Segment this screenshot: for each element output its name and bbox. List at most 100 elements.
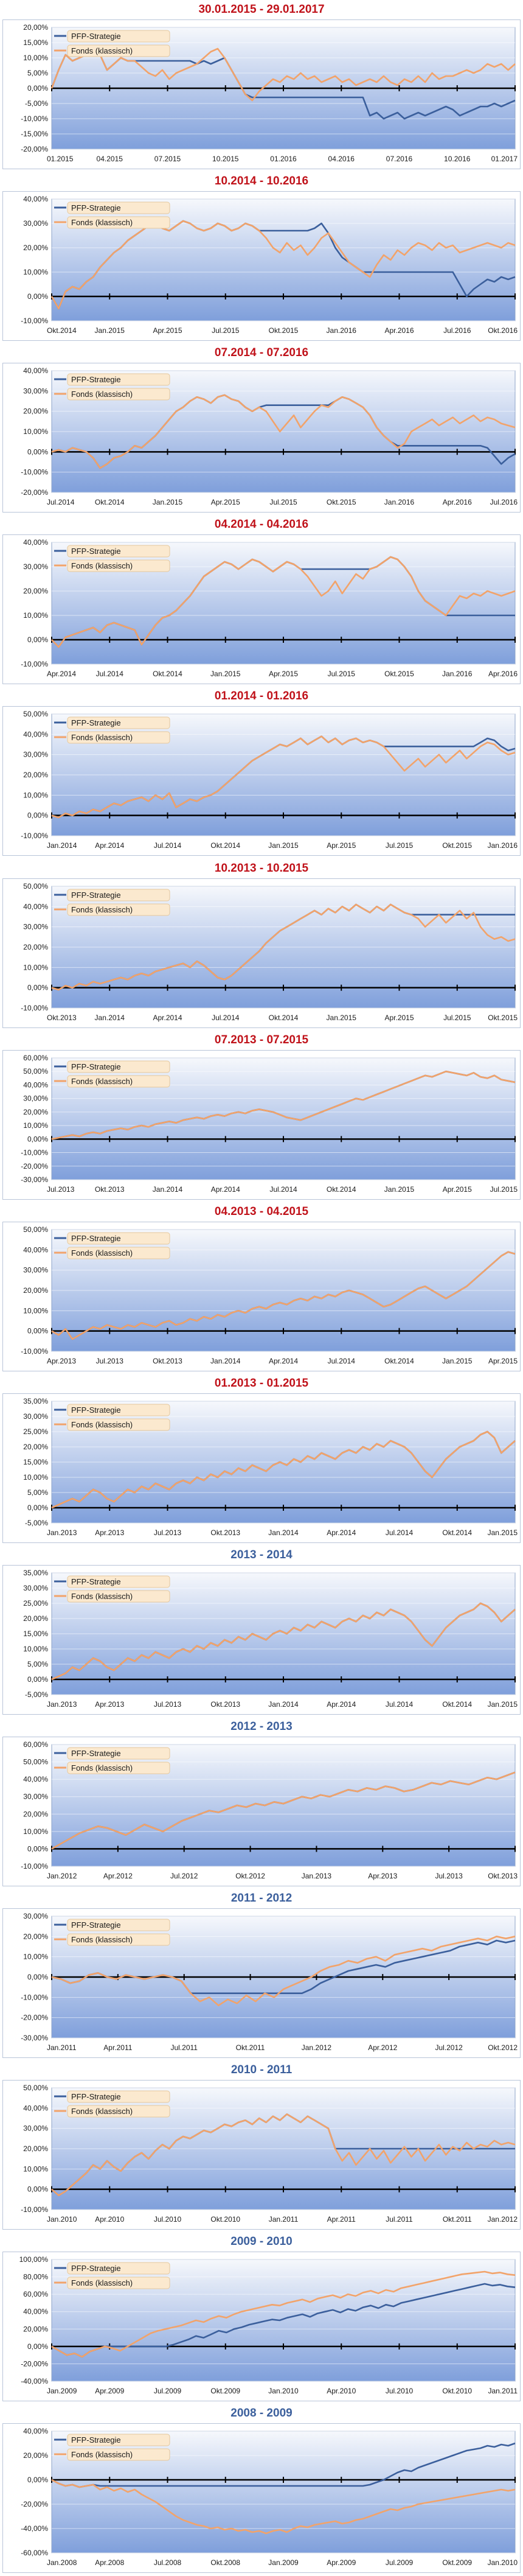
x-tick-label: Jan.2010 [488, 2558, 518, 2567]
x-tick-label: Apr.2015 [384, 1013, 414, 1022]
y-tick-label: 0,00% [27, 811, 48, 820]
y-tick-label: -5,00% [25, 1690, 48, 1699]
x-tick-label: Okt.2013 [153, 1357, 182, 1365]
y-tick-label: 10,00% [23, 1827, 48, 1836]
x-tick-label: Apr.2015 [488, 1357, 518, 1365]
x-tick-label: Apr.2014 [47, 670, 76, 678]
legend-strategy-label: PFP-Strategie [71, 718, 121, 727]
y-tick-label: 20,00% [23, 1932, 48, 1941]
y-tick-label: 40,00% [23, 1080, 48, 1089]
chart-panel: 10.2014 - 10.2016 40,00% 30,00% 20,00% 10,00… [2, 174, 521, 341]
fund-classic-line [51, 2479, 516, 2535]
x-tick-label: Jan.2012 [302, 2043, 332, 2052]
fund-classic-line [50, 220, 516, 310]
y-tick-label: 30,00% [23, 2124, 48, 2133]
chart-frame: 60,00% 50,00% 40,00% 30,00% 20,00% 10,00% 0,00… [2, 1050, 521, 1200]
chart-frame: 50,00% 40,00% 30,00% 20,00% 10,00% 0,00% -10,0… [2, 1222, 521, 1371]
x-tick-label: Apr.2014 [327, 1700, 356, 1709]
pfp-strategy-line [51, 2442, 516, 2488]
legend-strategy-label-bg [67, 889, 170, 901]
x-tick-label: Apr.2010 [95, 2215, 124, 2224]
legend-fund-label: Fonds (klassisch) [71, 1248, 133, 1258]
y-tick-label: 100,00% [19, 2255, 49, 2264]
chart-frame: 50,00% 40,00% 30,00% 20,00% 10,00% 0,00% -10,0… [2, 706, 521, 856]
x-tick-label: Jul.2014 [328, 1357, 356, 1365]
x-tick-label: Jan.2015 [153, 498, 183, 506]
line-chart: 60,00% 50,00% 40,00% 30,00% 20,00% 10,00% 0,00… [21, 1054, 518, 1194]
y-tick-label: 10,00% [23, 791, 48, 799]
y-tick-label: 20,00% [23, 1810, 48, 1818]
x-tick-label: Apr.2013 [368, 1872, 397, 1880]
y-tick-label: -10,00% [21, 1862, 48, 1871]
chart-panel: 2011 - 2012 30,00% 20,00% 10,00% 0,00% -10,00… [2, 1891, 521, 2058]
chart-panel: 2013 - 2014 35,00% 30,00% 25,00% 20,00% 15,00… [2, 1548, 521, 1715]
y-tick-label: -10,00% [21, 660, 48, 668]
x-tick-label: Apr.2015 [327, 841, 356, 850]
y-tick-label: 0,00% [27, 1503, 48, 1512]
legend-strategy-label-bg [67, 2434, 170, 2446]
y-tick-label: -10,00% [21, 468, 48, 477]
y-tick-label: -40,00% [21, 2524, 48, 2533]
chart-title: 2010 - 2011 [230, 2063, 293, 2076]
legend-strategy-label-bg [67, 30, 170, 43]
y-tick-label: 15,00% [23, 1458, 48, 1466]
legend-fund-label-bg [67, 216, 170, 229]
chart-panel: 2010 - 2011 50,00% 40,00% 30,00% 20,00% 10,00… [2, 2063, 521, 2230]
legend-fund-label: Fonds (klassisch) [71, 390, 133, 399]
fund-classic-line [51, 735, 516, 819]
legend: PFP-Strategie Fonds (klassisch) [54, 2090, 170, 2118]
y-tick-label: 10,00% [23, 1473, 48, 1482]
x-tick-label: Jul.2016 [490, 498, 518, 506]
legend-strategy-label-bg [67, 1747, 170, 1760]
x-tick-label: Jul.2015 [443, 1013, 471, 1022]
x-tick-label: Jul.2010 [154, 2215, 182, 2224]
y-tick-label: 5,00% [27, 1660, 48, 1668]
legend: PFP-Strategie Fonds (klassisch) [54, 1404, 170, 1431]
y-tick-label: -20,00% [21, 1162, 48, 1171]
x-tick-label: Okt.2016 [488, 326, 518, 335]
x-tick-label: Okt.2013 [488, 1872, 518, 1880]
chart-panel: 2009 - 2010 100,00% 80,00% 60,00% 40,00% 20,0… [2, 2235, 521, 2401]
chart-title: 10.2013 - 10.2015 [214, 862, 309, 875]
chart-title: 07.2014 - 07.2016 [214, 346, 309, 359]
legend-fund-label-bg [67, 731, 170, 744]
y-tick-label: -10,00% [21, 1347, 48, 1356]
x-tick-label: Apr.2015 [269, 670, 298, 678]
x-tick-label: Apr.2013 [95, 1700, 124, 1709]
chart-panel: 07.2014 - 07.2016 40,00% 30,00% 20,00% 10,00… [2, 346, 521, 513]
legend: PFP-Strategie Fonds (klassisch) [54, 1919, 170, 1946]
chart-title: 04.2013 - 04.2015 [214, 1205, 309, 1218]
x-tick-label: 01.2015 [47, 155, 74, 163]
y-tick-label: 0,00% [27, 1844, 48, 1853]
line-chart: 50,00% 40,00% 30,00% 20,00% 10,00% 0,00% -10,0… [21, 710, 518, 850]
x-tick-label: Apr.2009 [327, 2558, 356, 2567]
y-tick-label: 30,00% [23, 1266, 48, 1275]
y-tick-label: 60,00% [23, 1054, 48, 1062]
x-tick-label: Okt.2013 [95, 1185, 125, 1194]
x-tick-label: Okt.2013 [210, 1528, 240, 1537]
y-tick-label: -20,00% [21, 488, 48, 497]
y-tick-label: -30,00% [21, 2034, 48, 2042]
y-tick-label: -20,00% [21, 2359, 48, 2368]
y-tick-label: 0,00% [27, 984, 48, 992]
chart-title: 10.2014 - 10.2016 [214, 175, 309, 187]
x-tick-label: Apr.2013 [47, 1357, 76, 1365]
x-tick-label: Okt.2014 [442, 1700, 472, 1709]
y-tick-label: 20,00% [23, 1443, 48, 1451]
fund-classic-line [51, 1251, 516, 1340]
legend-strategy-label: PFP-Strategie [71, 1920, 121, 1930]
y-tick-label: -10,00% [21, 1149, 48, 1157]
y-tick-label: 20,00% [23, 1108, 48, 1116]
x-tick-label: Okt.2015 [442, 841, 472, 850]
chart-panel: 2012 - 2013 60,00% 50,00% 40,00% 30,00% 20,00… [2, 1720, 521, 1886]
x-tick-label: Jul.2013 [154, 1700, 182, 1709]
y-tick-label: 40,00% [23, 730, 48, 738]
legend-strategy-label-bg [67, 1919, 170, 1931]
y-tick-label: 0,00% [27, 447, 48, 456]
x-tick-label: Jan.2012 [488, 2215, 518, 2224]
y-tick-label: 50,00% [23, 1225, 48, 1234]
y-tick-label: 0,00% [27, 2476, 48, 2484]
legend-strategy-label: PFP-Strategie [71, 2092, 121, 2101]
y-tick-label: 40,00% [23, 2427, 48, 2435]
chart-panel: 04.2013 - 04.2015 50,00% 40,00% 30,00% 20,00… [2, 1205, 521, 1371]
